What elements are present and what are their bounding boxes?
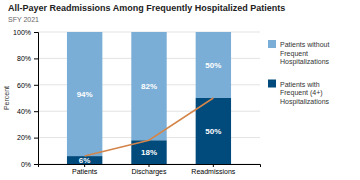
tick-mark (149, 164, 150, 167)
tick-label: 20% (17, 134, 31, 141)
legend: Patients withoutFrequentHospitalizations… (268, 40, 330, 106)
tick-label: 60% (17, 82, 31, 89)
y-tick: 60% (17, 82, 38, 89)
y-tick: 0% (21, 161, 38, 168)
y-tick: 20% (17, 134, 38, 141)
tick-label: 0% (21, 161, 31, 168)
bar (67, 32, 102, 156)
data-label: 6% (79, 156, 91, 165)
bar-series (67, 32, 231, 156)
tick-label: 80% (17, 55, 31, 62)
title: All-Payer Readmissions Among Frequently … (8, 3, 285, 13)
tick-mark (34, 58, 38, 59)
data-label: 50% (205, 61, 221, 70)
x-tick: Readmissions (191, 164, 235, 175)
data-labels: 6% 18% 50% 94% 82% 50% (77, 61, 222, 165)
grid (38, 32, 260, 164)
tick-mark (34, 164, 38, 165)
x-tick: Patients (72, 164, 98, 175)
y-tick: 80% (17, 55, 38, 62)
marks (67, 32, 231, 164)
x-axis: Patients Discharges Readmissions (39, 164, 261, 176)
y-axis: 0% 20% 40% 60% 80% 100% (13, 29, 38, 168)
y-tick: 100% (13, 29, 38, 36)
legend-item: Patients withFrequent (4+)Hospitalizatio… (268, 80, 330, 106)
x-tick: Discharges (131, 164, 167, 176)
subtitle: SFY 2021 (8, 16, 39, 23)
tick-label: Discharges (131, 168, 167, 176)
tick-mark (84, 164, 85, 167)
tick-mark (34, 111, 38, 112)
legend-swatch (268, 80, 276, 88)
tick-mark (213, 164, 214, 167)
data-label: 94% (77, 90, 93, 99)
tick-mark (34, 32, 38, 33)
legend-swatch (268, 40, 276, 48)
data-label: 82% (141, 82, 157, 91)
tick-label: Readmissions (191, 168, 235, 175)
axis-line (34, 33, 39, 165)
legend-item: Patients withoutFrequentHospitalizations (268, 40, 330, 66)
bar (196, 98, 231, 164)
y-tick: 40% (17, 108, 38, 115)
chart: All-Payer Readmissions Among Frequently … (0, 0, 360, 180)
plot: 6% 18% 50% 94% 82% 50% Patients Discharges Readm… (13, 29, 260, 176)
bar (131, 32, 166, 140)
data-label: 18% (141, 148, 157, 157)
tick-mark (34, 138, 38, 139)
line (85, 98, 214, 156)
legend-label: Patients withFrequent (4+)Hospitalizatio… (280, 81, 330, 106)
bar (196, 32, 231, 98)
axis-line (39, 165, 261, 168)
legend-label: Patients withoutFrequentHospitalizations (280, 41, 330, 66)
bar (67, 156, 102, 164)
y-axis-title: Percent (3, 86, 10, 110)
tick-label: 40% (17, 108, 31, 115)
tick-label: Patients (72, 168, 98, 175)
data-label: 50% (205, 127, 221, 136)
tick-mark (34, 85, 38, 86)
tick-label: 100% (13, 29, 31, 36)
